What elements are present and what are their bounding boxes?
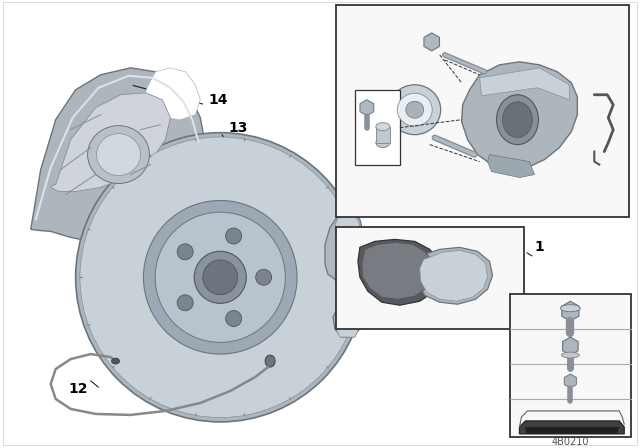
Bar xyxy=(336,5,629,217)
Polygon shape xyxy=(143,68,200,120)
Ellipse shape xyxy=(502,102,532,138)
Ellipse shape xyxy=(376,123,390,131)
Ellipse shape xyxy=(194,251,246,303)
Ellipse shape xyxy=(389,85,441,135)
Polygon shape xyxy=(335,317,360,337)
Polygon shape xyxy=(479,68,570,100)
Polygon shape xyxy=(362,242,433,299)
Ellipse shape xyxy=(111,358,120,364)
Bar xyxy=(336,228,524,329)
Bar xyxy=(376,127,390,142)
Ellipse shape xyxy=(561,305,580,312)
Bar xyxy=(509,294,631,437)
Text: 16: 16 xyxy=(514,304,533,318)
Ellipse shape xyxy=(177,244,193,260)
Ellipse shape xyxy=(397,93,432,126)
Text: 11: 11 xyxy=(488,285,508,299)
Polygon shape xyxy=(335,215,360,234)
Polygon shape xyxy=(524,427,620,434)
Ellipse shape xyxy=(226,228,242,244)
Text: 16: 16 xyxy=(255,349,271,359)
Polygon shape xyxy=(358,239,440,305)
Ellipse shape xyxy=(76,133,365,422)
Ellipse shape xyxy=(97,134,140,176)
Text: 3: 3 xyxy=(518,374,528,388)
Ellipse shape xyxy=(406,101,424,118)
Polygon shape xyxy=(520,421,624,434)
Text: 4B0210: 4B0210 xyxy=(552,437,589,447)
Ellipse shape xyxy=(155,212,285,342)
Ellipse shape xyxy=(226,310,242,327)
Ellipse shape xyxy=(265,355,275,367)
Text: 13: 13 xyxy=(228,121,248,135)
Ellipse shape xyxy=(497,95,538,145)
Ellipse shape xyxy=(80,137,360,418)
Text: 15: 15 xyxy=(148,193,163,202)
Text: 4: 4 xyxy=(445,31,454,45)
Text: 8: 8 xyxy=(382,164,392,179)
Polygon shape xyxy=(325,213,365,337)
Ellipse shape xyxy=(88,126,149,184)
Text: 9: 9 xyxy=(616,105,626,119)
Text: 5: 5 xyxy=(460,51,470,65)
Polygon shape xyxy=(488,155,534,177)
Polygon shape xyxy=(31,68,205,242)
Text: 12: 12 xyxy=(69,382,88,396)
Polygon shape xyxy=(420,250,488,301)
Ellipse shape xyxy=(376,138,390,148)
Text: 15: 15 xyxy=(514,339,533,353)
Ellipse shape xyxy=(177,295,193,311)
Ellipse shape xyxy=(203,260,237,295)
Ellipse shape xyxy=(143,201,297,354)
Text: 2: 2 xyxy=(302,224,312,238)
Ellipse shape xyxy=(561,352,579,358)
Polygon shape xyxy=(461,62,577,169)
Text: 6: 6 xyxy=(450,160,460,175)
Ellipse shape xyxy=(255,269,271,285)
Text: 3: 3 xyxy=(311,252,319,263)
Text: 14: 14 xyxy=(209,93,228,107)
Text: 10: 10 xyxy=(393,81,412,95)
Polygon shape xyxy=(51,93,170,191)
Text: 1: 1 xyxy=(534,241,544,254)
Polygon shape xyxy=(416,247,493,304)
Bar xyxy=(355,90,400,164)
Text: 7: 7 xyxy=(357,164,367,179)
